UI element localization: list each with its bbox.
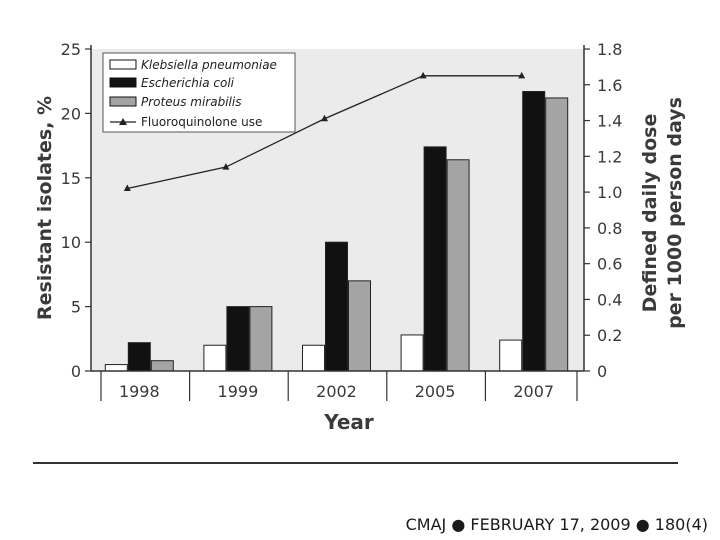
bar-escherichia-2007 [522, 91, 546, 372]
bar-klebsiella-2005 [400, 334, 424, 372]
footer-rule [33, 462, 678, 464]
y2-tick-label: 0.2 [597, 326, 622, 345]
left-axis: 0 5 10 15 20 25 [61, 40, 91, 381]
y-tick-label: 25 [61, 40, 81, 59]
y2-tick-label: 1.4 [597, 112, 622, 131]
y-tick-label: 10 [61, 233, 81, 252]
y-tick-label: 0 [71, 362, 81, 381]
y2-tick-label: 0 [597, 362, 607, 381]
fluoroquinolone-point-2007 [518, 71, 526, 79]
bars [104, 91, 569, 372]
fluoroquinolone-line [123, 71, 526, 192]
y2-tick-label: 1.2 [597, 147, 622, 166]
bar-klebsiella-1999 [203, 344, 227, 372]
fluoroquinolone-point-1998 [123, 184, 131, 192]
bar-escherichia-2005 [423, 146, 447, 372]
y2-tick-label: 0.6 [597, 255, 622, 274]
footer-citation: CMAJ ● FEBRUARY 17, 2009 ● 180(4) [405, 515, 708, 534]
legend-label-klebsiella: Klebsiella pneumoniae [141, 58, 277, 72]
y-axis-title: Resistant isolates, % [34, 96, 56, 320]
y2-tick-label: 1.6 [597, 76, 622, 95]
x-axis-title: Year [323, 410, 374, 434]
legend-swatch-proteus [109, 96, 137, 107]
x-tick-label-2005: 2005 [415, 382, 456, 401]
bar-escherichia-1998 [127, 342, 151, 372]
fluoroquinolone-point-2002 [321, 114, 328, 122]
y-tick-label: 15 [61, 169, 81, 188]
bar-klebsiella-2007 [499, 339, 523, 372]
y2-axis-title-line1: Defined daily dose [639, 114, 661, 313]
right-axis: 0 0.2 0.4 0.6 0.8 1.0 1.2 1.4 1.6 1.8 [584, 40, 622, 381]
x-tick-label-1999: 1999 [218, 382, 259, 401]
bar-klebsiella-1998 [104, 364, 128, 372]
legend-swatch-ecoli [109, 77, 137, 88]
bar-proteus-2007 [545, 97, 569, 372]
bar-proteus-1999 [249, 306, 273, 372]
y2-axis-title-line2: per 1000 person days [664, 97, 686, 329]
x-tick-label-2002: 2002 [316, 382, 357, 401]
x-axis: 1998 1999 2002 2005 2007 [100, 371, 578, 401]
axis-lines [90, 45, 585, 372]
y-tick-label: 20 [61, 104, 81, 123]
legend-triangle-marker [119, 118, 127, 125]
legend-label-fluoroquinolone: Fluoroquinolone use [141, 115, 262, 129]
y2-tick-label: 0.4 [597, 290, 622, 309]
bar-escherichia-2002 [325, 241, 348, 372]
fluoroquinolone-point-1999 [222, 163, 230, 170]
y2-tick-label: 1.8 [597, 40, 622, 59]
x-tick-label-2007: 2007 [513, 382, 554, 401]
legend-label-ecoli: Escherichia coli [141, 76, 235, 90]
bar-klebsiella-2002 [302, 344, 325, 372]
y2-tick-label: 0.8 [597, 219, 622, 238]
y-tick-label: 5 [71, 298, 81, 317]
bar-proteus-2002 [348, 280, 371, 372]
bar-escherichia-1999 [226, 306, 250, 372]
bar-proteus-2005 [446, 159, 470, 372]
x-tick-label-1998: 1998 [119, 382, 160, 401]
legend-label-proteus: Proteus mirabilis [141, 95, 241, 109]
fluoroquinolone-point-2005 [419, 71, 427, 79]
bar-proteus-1998 [150, 360, 174, 372]
legend-swatch-klebsiella [109, 59, 137, 70]
legend: Klebsiella pneumoniae Escherichia coli P… [102, 52, 296, 133]
y2-tick-label: 1.0 [597, 183, 622, 202]
